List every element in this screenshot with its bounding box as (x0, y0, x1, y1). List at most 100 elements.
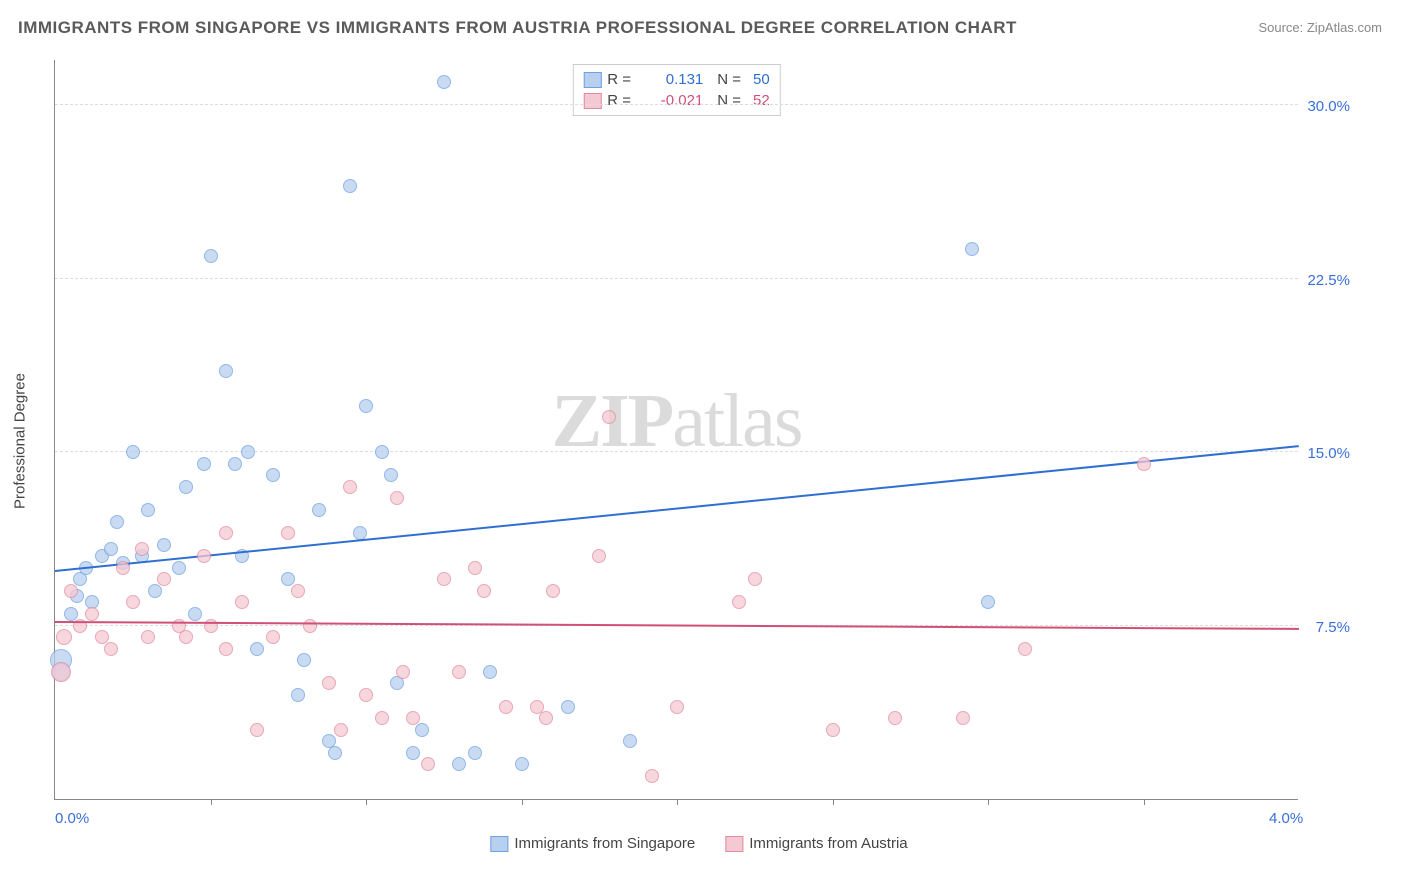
scatter-point (235, 595, 249, 609)
gridline (55, 104, 1298, 105)
r-value: -0.021 (643, 92, 703, 109)
scatter-point (179, 630, 193, 644)
scatter-point (188, 607, 202, 621)
gridline (55, 278, 1298, 279)
x-tick (988, 799, 989, 805)
n-value: 50 (753, 71, 770, 88)
scatter-point (250, 642, 264, 656)
x-tick (211, 799, 212, 805)
legend-swatch (583, 93, 601, 109)
series-name: Immigrants from Austria (749, 835, 907, 852)
y-tick-label: 7.5% (1316, 619, 1350, 636)
scatter-point (297, 653, 311, 667)
series-legend-item: Immigrants from Singapore (490, 835, 695, 852)
r-value: 0.131 (643, 71, 703, 88)
scatter-point (281, 526, 295, 540)
scatter-point (303, 619, 317, 633)
scatter-point (670, 700, 684, 714)
scatter-point (437, 572, 451, 586)
scatter-point (375, 445, 389, 459)
scatter-point (334, 723, 348, 737)
chart-container: Professional Degree ZIPatlas R =0.131N =… (54, 60, 1344, 822)
y-tick-label: 15.0% (1307, 445, 1350, 462)
x-tick (677, 799, 678, 805)
scatter-point (826, 723, 840, 737)
scatter-point (104, 542, 118, 556)
scatter-point (981, 595, 995, 609)
x-tick-label: 0.0% (55, 810, 89, 827)
scatter-point (312, 503, 326, 517)
scatter-point (645, 769, 659, 783)
scatter-point (250, 723, 264, 737)
scatter-point (141, 630, 155, 644)
scatter-point (219, 526, 233, 540)
scatter-point (546, 584, 560, 598)
scatter-point (266, 468, 280, 482)
scatter-point (539, 711, 553, 725)
scatter-point (956, 711, 970, 725)
scatter-point (468, 561, 482, 575)
scatter-point (116, 561, 130, 575)
scatter-point (415, 723, 429, 737)
scatter-point (483, 665, 497, 679)
scatter-point (197, 457, 211, 471)
scatter-point (452, 665, 466, 679)
y-axis-label: Professional Degree (12, 373, 29, 509)
scatter-point (1137, 457, 1151, 471)
scatter-point (343, 179, 357, 193)
scatter-point (228, 457, 242, 471)
scatter-point (157, 572, 171, 586)
x-tick (366, 799, 367, 805)
scatter-point (197, 549, 211, 563)
scatter-point (219, 364, 233, 378)
scatter-point (135, 542, 149, 556)
scatter-point (623, 734, 637, 748)
scatter-point (126, 445, 140, 459)
scatter-point (141, 503, 155, 517)
scatter-point (343, 480, 357, 494)
x-tick (1144, 799, 1145, 805)
x-tick-label: 4.0% (1269, 810, 1303, 827)
scatter-point (748, 572, 762, 586)
scatter-point (452, 757, 466, 771)
scatter-point (266, 630, 280, 644)
page-title: IMMIGRANTS FROM SINGAPORE VS IMMIGRANTS … (18, 18, 1017, 38)
scatter-point (110, 515, 124, 529)
scatter-point (421, 757, 435, 771)
scatter-point (64, 584, 78, 598)
n-label: N = (717, 92, 741, 109)
series-name: Immigrants from Singapore (514, 835, 695, 852)
scatter-point (406, 746, 420, 760)
r-label: R = (607, 71, 637, 88)
scatter-point (204, 619, 218, 633)
scatter-point (1018, 642, 1032, 656)
scatter-point (468, 746, 482, 760)
scatter-point (375, 711, 389, 725)
scatter-point (172, 561, 186, 575)
scatter-point (732, 595, 746, 609)
scatter-point (291, 688, 305, 702)
x-tick (833, 799, 834, 805)
legend-row: R =0.131N =50 (583, 69, 769, 90)
scatter-point (406, 711, 420, 725)
scatter-point (515, 757, 529, 771)
scatter-point (126, 595, 140, 609)
scatter-point (561, 700, 575, 714)
scatter-point (148, 584, 162, 598)
scatter-point (51, 662, 71, 682)
scatter-point (85, 607, 99, 621)
scatter-point (965, 242, 979, 256)
y-tick-label: 30.0% (1307, 98, 1350, 115)
x-tick (522, 799, 523, 805)
scatter-point (157, 538, 171, 552)
scatter-point (499, 700, 513, 714)
series-legend-item: Immigrants from Austria (725, 835, 907, 852)
scatter-point (602, 410, 616, 424)
scatter-point (384, 468, 398, 482)
scatter-point (241, 445, 255, 459)
scatter-point (219, 642, 233, 656)
scatter-point (477, 584, 491, 598)
r-label: R = (607, 92, 637, 109)
scatter-point (179, 480, 193, 494)
scatter-point (328, 746, 342, 760)
